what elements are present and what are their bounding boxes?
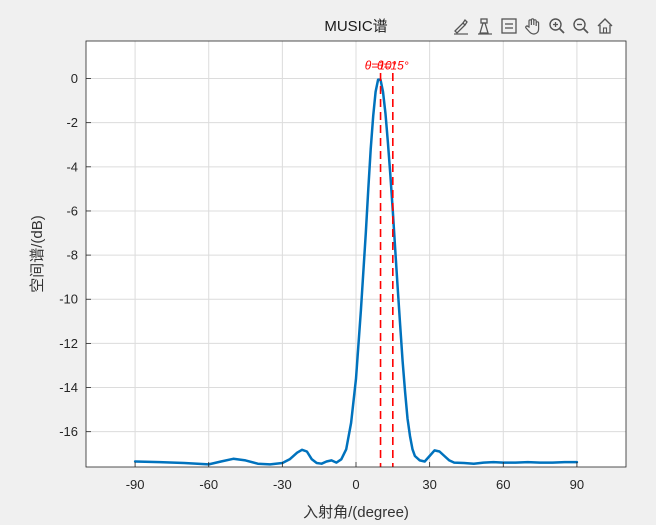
y-tick-label: -6 [66, 203, 78, 218]
x-tick-label: 60 [496, 477, 510, 492]
y-tick-label: 0 [71, 71, 78, 86]
series-layer [133, 78, 579, 466]
data-tip-button[interactable] [474, 15, 496, 37]
grid [86, 41, 626, 467]
x-tick-label: 30 [422, 477, 436, 492]
home-button[interactable] [594, 15, 616, 37]
x-tick-label: 90 [570, 477, 584, 492]
legend-icon [501, 18, 517, 34]
home-icon [597, 18, 613, 34]
data-tip-icon [478, 18, 492, 35]
angle-annotation: θ=15° [377, 59, 409, 73]
brush-icon [454, 18, 468, 35]
brush-button[interactable] [450, 15, 472, 37]
marker-layer: θ=10°θ=15° [365, 59, 409, 467]
x-tick-label: 0 [352, 477, 359, 492]
y-tick-label: -12 [59, 336, 78, 351]
y-axis-ticks: 0 -2 -4 -6 -8 -10 -12 -14 -16 [59, 71, 91, 439]
x-axis-ticks: -90 -60 -30 0 30 60 90 [126, 462, 584, 492]
x-axis-label: 入射角/(degree) [303, 504, 409, 521]
y-tick-label: -4 [66, 159, 78, 174]
zoom-in-icon [549, 18, 565, 34]
spectrum-line[interactable] [133, 78, 579, 466]
y-tick-label: -2 [66, 115, 78, 130]
y-tick-label: -8 [66, 248, 78, 263]
legend-button[interactable] [498, 15, 520, 37]
y-axis-label: 空间谱/(dB) [29, 215, 46, 293]
axes-toolbar [450, 14, 616, 38]
zoom-in-button[interactable] [546, 15, 568, 37]
y-tick-label: -16 [59, 424, 78, 439]
y-tick-label: -10 [59, 292, 78, 307]
x-tick-label: -90 [126, 477, 145, 492]
pan-button[interactable] [522, 15, 544, 37]
y-tick-label: -14 [59, 380, 78, 395]
chart-title: MUSIC谱 [324, 18, 387, 35]
zoom-out-button[interactable] [570, 15, 592, 37]
x-tick-label: -60 [199, 477, 218, 492]
pan-hand-icon [525, 18, 540, 35]
zoom-out-icon [573, 18, 589, 34]
x-tick-label: -30 [273, 477, 292, 492]
angle-annotation: θ=10° [365, 59, 397, 73]
